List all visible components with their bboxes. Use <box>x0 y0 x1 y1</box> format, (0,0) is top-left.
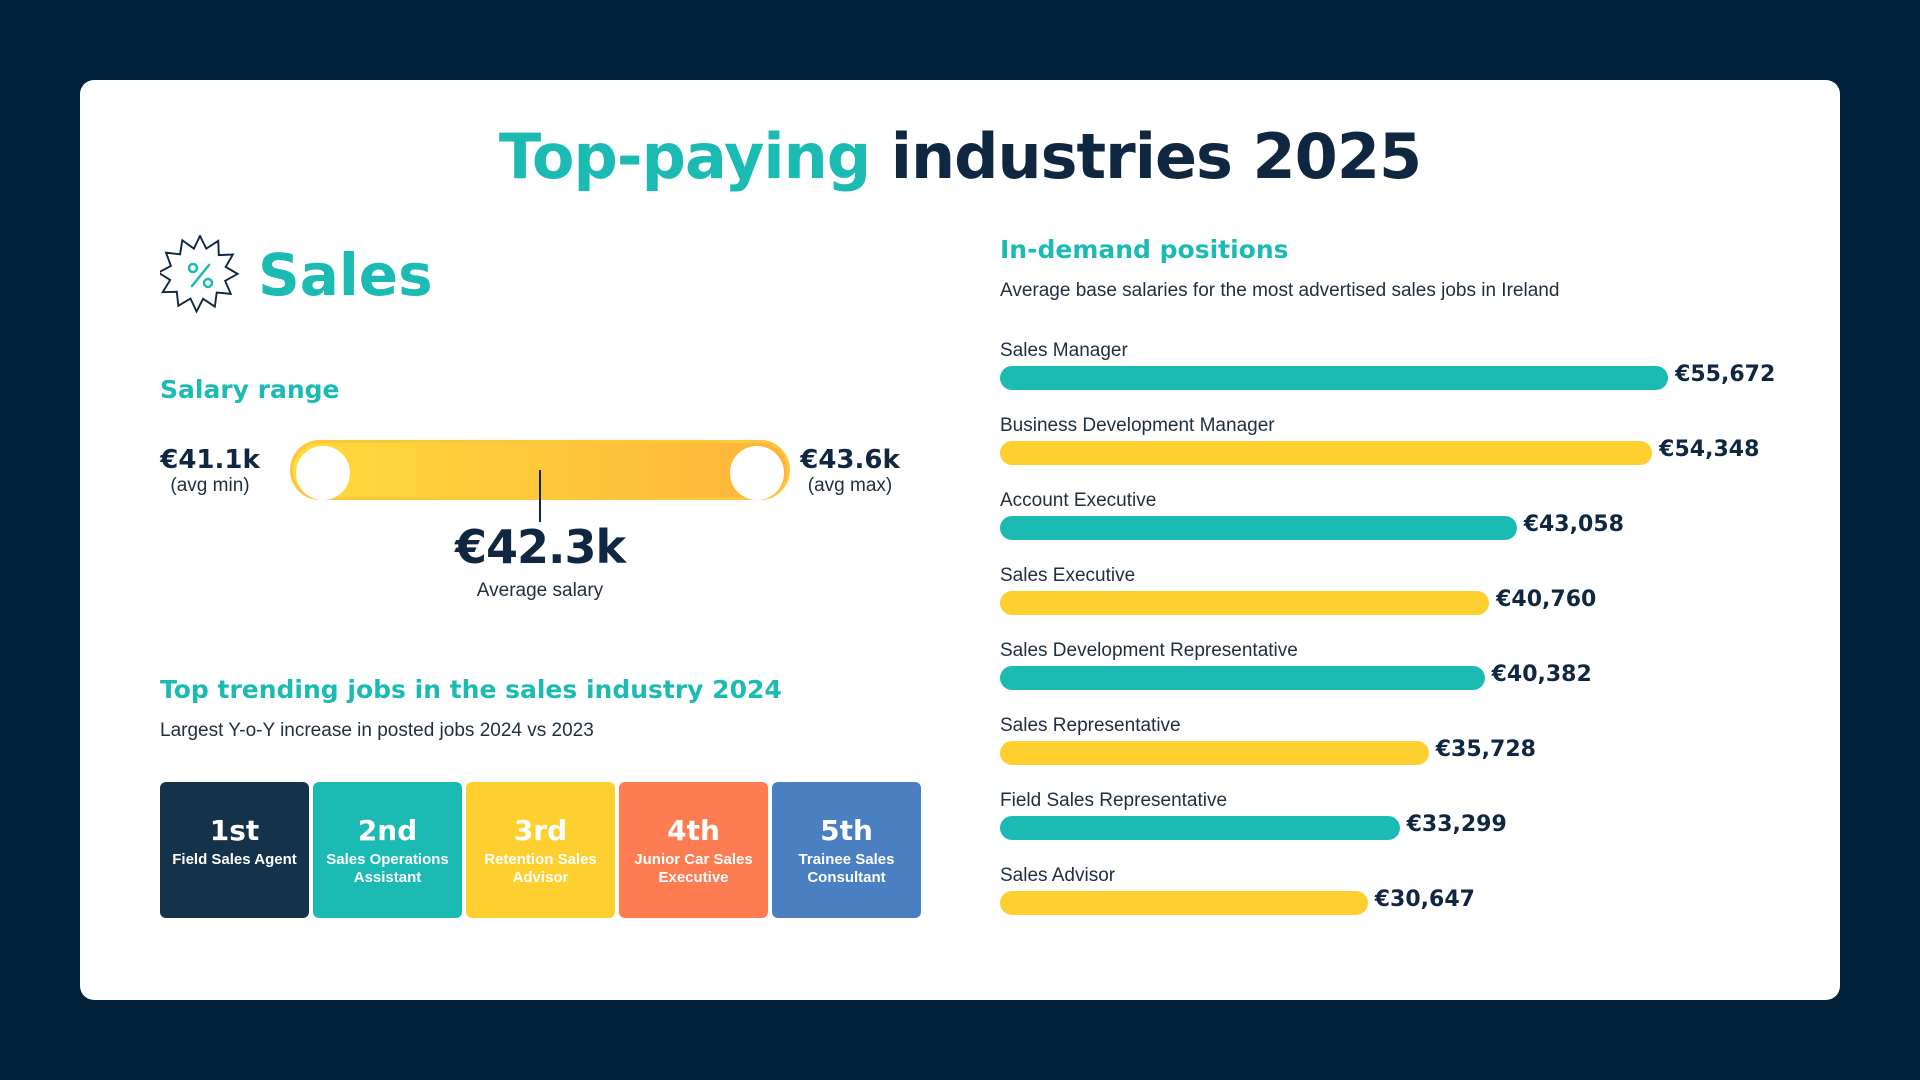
bar-category-label: Account Executive <box>1000 490 1157 511</box>
job-rank: 4th <box>667 814 720 847</box>
bar-row: Sales Executive €40,760 <box>1000 565 1820 640</box>
salary-range-min-knob <box>296 446 350 500</box>
job-name: Retention Sales Advisor <box>484 851 597 886</box>
average-salary-value: €42.3k <box>454 520 626 574</box>
job-name: Trainee Sales Consultant <box>798 851 895 886</box>
job-rank: 5th <box>820 814 873 847</box>
page-title: Top-paying industries 2025 <box>80 120 1840 193</box>
bar <box>1000 591 1490 615</box>
bar-category-label: Sales Representative <box>1000 715 1181 736</box>
bar-category-label: Sales Advisor <box>1000 865 1116 886</box>
bar-value-label: €40,760 <box>1496 587 1597 612</box>
bar <box>1000 741 1429 765</box>
bar-row: Sales Development Representative €40,382 <box>1000 640 1820 715</box>
bar-value-label: €30,647 <box>1374 887 1475 912</box>
industry-header: Sales <box>160 235 433 315</box>
trending-job-5: 5th Trainee Sales Consultant <box>772 782 921 918</box>
bar <box>1000 366 1669 390</box>
trending-heading: Top trending jobs in the sales industry … <box>160 675 782 704</box>
trending-job-3: 3rd Retention Sales Advisor <box>466 782 615 918</box>
bar-row: Field Sales Representative €33,299 <box>1000 790 1820 865</box>
job-name: Sales Operations Assistant <box>326 851 449 886</box>
salary-max-label: (avg max) <box>807 475 893 496</box>
job-rank: 2nd <box>357 814 418 847</box>
trending-subtitle: Largest Y-o-Y increase in posted jobs 20… <box>160 720 594 741</box>
average-salary-label: Average salary <box>476 580 604 601</box>
bar-category-label: Sales Executive <box>1000 565 1136 586</box>
salary-min-label: (avg min) <box>170 475 250 496</box>
job-name: Junior Car Sales Executive <box>634 851 753 886</box>
title-rest: industries 2025 <box>870 120 1422 193</box>
average-marker <box>539 470 541 522</box>
job-rank: 3rd <box>513 814 568 847</box>
salary-min: €41.1k (avg min) <box>160 445 260 497</box>
trending-job-1: 1st Field Sales Agent <box>160 782 309 918</box>
job-name: Field Sales Agent <box>172 851 297 868</box>
bar-category-label: Sales Development Representative <box>1000 640 1298 661</box>
title-accent: Top-paying <box>498 120 871 193</box>
bar-value-label: €54,348 <box>1659 437 1760 462</box>
bar <box>1000 816 1400 840</box>
bar-row: Business Development Manager €54,348 <box>1000 415 1820 490</box>
bar-value-label: €43,058 <box>1523 512 1624 537</box>
salary-range-max-knob <box>730 446 784 500</box>
bar-row: Sales Manager €55,672 <box>1000 340 1820 415</box>
bar <box>1000 666 1485 690</box>
bar-row: Sales Representative €35,728 <box>1000 715 1820 790</box>
positions-heading: In-demand positions <box>1000 235 1289 264</box>
bar <box>1000 516 1517 540</box>
salary-max-value: €43.6k <box>800 445 900 475</box>
percent-badge-icon <box>160 235 240 314</box>
bar-category-label: Field Sales Representative <box>1000 790 1228 811</box>
bar <box>1000 891 1368 915</box>
bar-value-label: €40,382 <box>1491 662 1592 687</box>
salary-range-heading: Salary range <box>160 375 340 404</box>
salary-min-value: €41.1k <box>160 445 260 475</box>
bar-row: Account Executive €43,058 <box>1000 490 1820 565</box>
bar-value-label: €33,299 <box>1406 812 1507 837</box>
bar-value-label: €35,728 <box>1435 737 1536 762</box>
trending-job-2: 2nd Sales Operations Assistant <box>313 782 462 918</box>
bar-category-label: Sales Manager <box>1000 340 1128 361</box>
trending-job-4: 4th Junior Car Sales Executive <box>619 782 768 918</box>
bar-row: Sales Advisor €30,647 <box>1000 865 1820 940</box>
industry-name: Sales <box>258 241 433 309</box>
bar-value-label: €55,672 <box>1675 362 1776 387</box>
infographic-card: Top-paying industries 2025 Sales Salary … <box>80 80 1840 1000</box>
trending-jobs: 1st Field Sales Agent 2nd Sales Operatio… <box>160 782 921 918</box>
positions-subtitle: Average base salaries for the most adver… <box>1000 280 1560 301</box>
salary-max: €43.6k (avg max) <box>800 445 900 497</box>
job-rank: 1st <box>209 814 260 847</box>
bar-category-label: Business Development Manager <box>1000 415 1275 436</box>
bar <box>1000 441 1653 465</box>
